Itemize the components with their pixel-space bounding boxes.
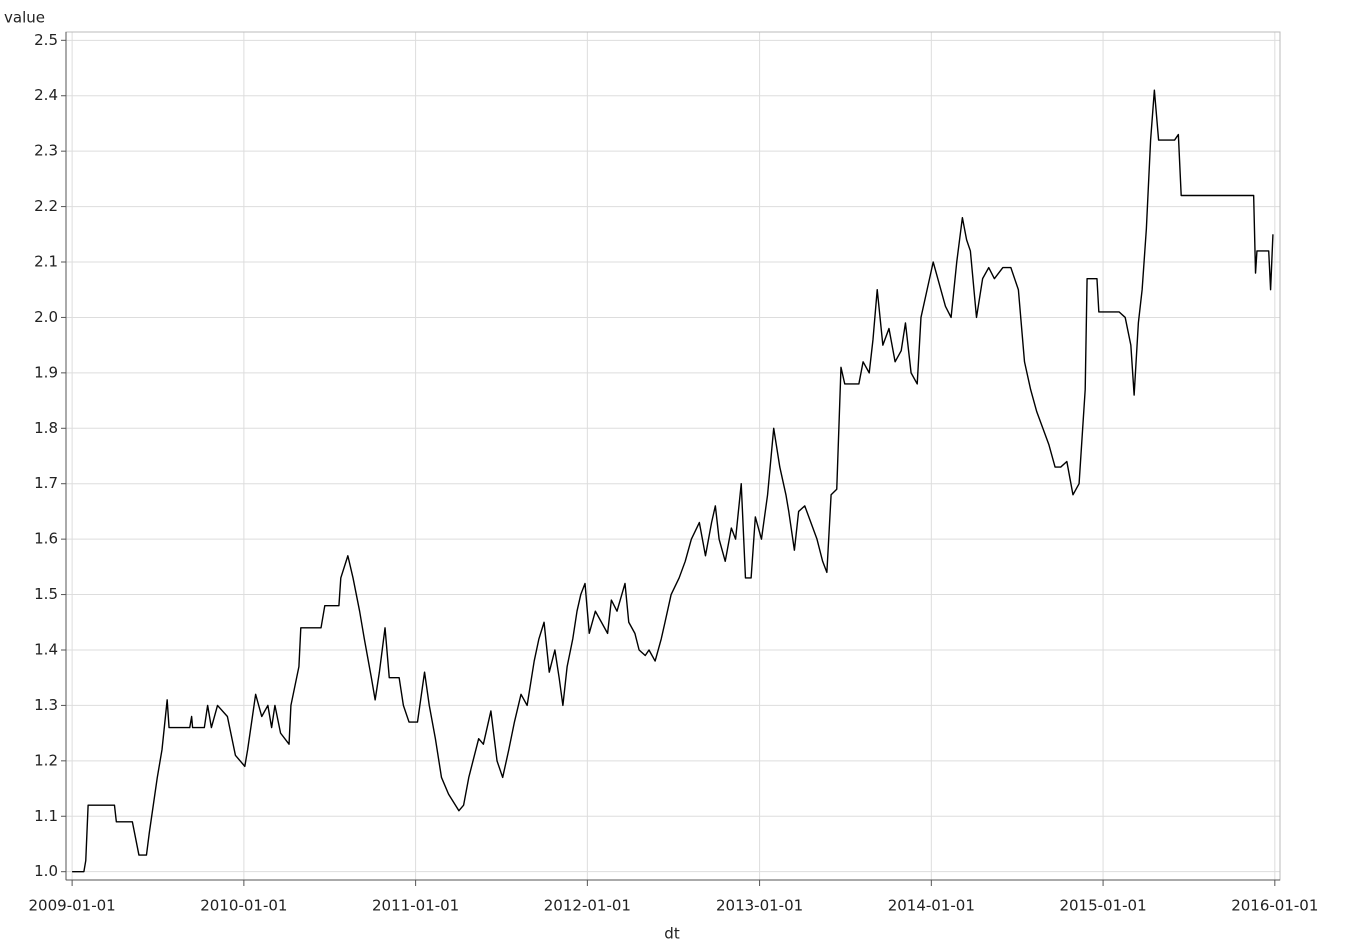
y-tick-label: 1.8 bbox=[34, 419, 58, 437]
y-tick-label: 2.4 bbox=[34, 86, 58, 104]
y-tick-label: 1.9 bbox=[34, 363, 58, 381]
x-axis-label: dt bbox=[664, 925, 680, 941]
x-tick-label: 2012-01-01 bbox=[544, 897, 631, 915]
x-tick-label: 2015-01-01 bbox=[1059, 897, 1146, 915]
plot-frame bbox=[65, 31, 1281, 881]
x-tick-label: 2016-01-01 bbox=[1231, 897, 1318, 915]
y-tick-label: 2.2 bbox=[34, 197, 58, 215]
y-tick-label: 1.3 bbox=[34, 696, 58, 714]
x-tick-label: 2013-01-01 bbox=[716, 897, 803, 915]
y-tick-label: 2.5 bbox=[34, 31, 58, 49]
y-tick-label: 2.1 bbox=[34, 253, 58, 271]
x-tick-label: 2011-01-01 bbox=[372, 897, 459, 915]
y-tick-label: 2.0 bbox=[34, 308, 58, 326]
y-axis-label: value bbox=[4, 9, 45, 27]
y-tick-label: 1.5 bbox=[34, 585, 58, 603]
data-line bbox=[72, 89, 1274, 873]
x-tick-label: 2014-01-01 bbox=[888, 897, 975, 915]
y-tick-label: 1.2 bbox=[34, 751, 58, 769]
y-tick-label: 1.7 bbox=[34, 474, 58, 492]
y-tick-label: 1.6 bbox=[34, 530, 58, 548]
y-tick-label: 1.1 bbox=[34, 807, 58, 825]
y-tick-label: 1.4 bbox=[34, 640, 58, 658]
y-tick-label: 1.0 bbox=[34, 862, 58, 880]
x-tick-label: 2009-01-01 bbox=[29, 897, 116, 915]
y-tick-label: 2.3 bbox=[34, 142, 58, 160]
x-tick-label: 2010-01-01 bbox=[200, 897, 287, 915]
